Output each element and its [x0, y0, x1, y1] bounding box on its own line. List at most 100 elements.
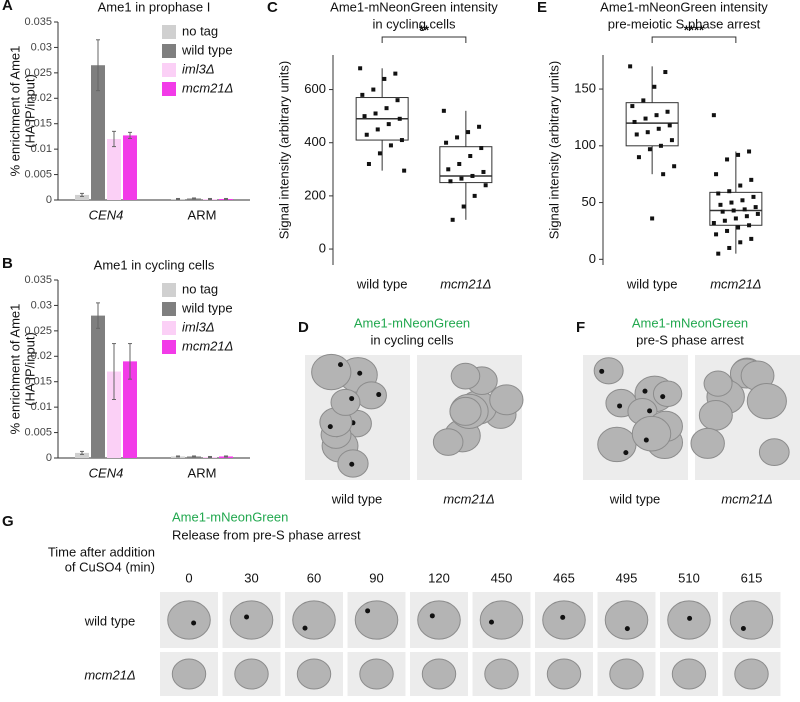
legend-label: mcm21Δ [182, 80, 233, 95]
kinetochore-focus [617, 403, 623, 409]
y-tick-label: 0.01 [31, 401, 52, 413]
panel-label: B [2, 255, 13, 272]
legend-swatch [162, 25, 176, 39]
point [718, 202, 723, 207]
legend-swatch [162, 44, 176, 58]
point [729, 200, 734, 205]
kinetochore-focus [647, 408, 653, 414]
cell [359, 658, 394, 690]
significance-bracket [381, 36, 467, 43]
y-tick-label: 0.015 [24, 118, 52, 130]
point [630, 104, 635, 109]
y-tick-label: 0.005 [24, 426, 52, 438]
panel-label: A [2, 0, 13, 14]
bar [91, 65, 105, 200]
legend-swatch [162, 321, 176, 335]
micrograph-title: Ame1-mNeonGreen [172, 509, 288, 524]
kinetochore-focus [488, 619, 494, 625]
kinetochore-focus [337, 362, 343, 368]
cell [609, 658, 644, 690]
point [665, 109, 670, 114]
significance-bracket [651, 36, 737, 43]
legend-swatch [162, 63, 176, 77]
point [459, 176, 464, 181]
y-axis-label: (HA IP/input) [22, 332, 37, 406]
legend-label: wild type [181, 300, 233, 315]
cell [546, 658, 582, 690]
kinetochore-focus [244, 614, 250, 620]
genotype-label: wild type [609, 491, 661, 506]
genotype-label: wild type [84, 613, 136, 628]
cell [417, 600, 461, 640]
y-tick-label: 0.02 [31, 350, 52, 362]
point [650, 216, 655, 221]
chart-title: Ame1-mNeonGreen intensity [330, 0, 498, 14]
micrograph-subtitle: pre-S phase arrest [636, 332, 744, 347]
point [375, 127, 380, 132]
point [727, 245, 732, 250]
y-axis-label: % enrichment of Ame1 [7, 46, 22, 177]
y-tick-label: 0.03 [31, 41, 52, 53]
cell [234, 658, 269, 690]
kinetochore-focus [376, 392, 382, 398]
point [753, 205, 758, 210]
genotype-label: mcm21Δ [721, 491, 772, 506]
cell [479, 600, 524, 640]
kinetochore-focus [349, 396, 355, 402]
point [470, 173, 475, 178]
point [731, 208, 736, 213]
point [656, 126, 661, 131]
kinetochore-focus [740, 625, 746, 631]
cell [597, 426, 637, 463]
point [468, 154, 473, 159]
kinetochore-focus [327, 424, 333, 430]
point [479, 146, 484, 151]
y-tick-label: 100 [574, 137, 596, 152]
point [366, 161, 371, 166]
point [740, 198, 745, 203]
legend-swatch [162, 340, 176, 354]
point [360, 92, 365, 97]
point [722, 218, 727, 223]
cell [690, 427, 725, 459]
time-label: 30 [244, 570, 258, 585]
point [477, 124, 482, 129]
genotype-label: wild type [331, 491, 383, 506]
point [661, 172, 666, 177]
point [382, 76, 387, 81]
micrograph-title: Ame1-mNeonGreen [354, 315, 470, 330]
chart-title: Ame1-mNeonGreen intensity [600, 0, 768, 14]
point [711, 221, 716, 225]
point [736, 225, 741, 230]
chart-title: Ame1 in cycling cells [94, 257, 215, 272]
panel-label: G [2, 513, 14, 530]
kinetochore-focus [660, 394, 666, 400]
kinetochore-focus [429, 613, 435, 619]
point [742, 207, 747, 212]
significance-label: ** [419, 22, 430, 37]
y-tick-label: 400 [304, 134, 326, 149]
legend-swatch [162, 82, 176, 96]
bar [107, 138, 121, 200]
point [669, 138, 674, 143]
panel-label: E [537, 0, 547, 16]
significance-label: **** [684, 22, 705, 37]
legend-label: iml3Δ [182, 61, 215, 76]
kinetochore-focus [302, 625, 308, 631]
time-label: 120 [428, 570, 450, 585]
point [647, 147, 652, 152]
point [373, 111, 378, 116]
point [641, 98, 646, 103]
cell [171, 658, 207, 690]
y-tick-label: 0 [46, 452, 52, 464]
x-tick-label: wild type [356, 276, 408, 291]
point [393, 71, 398, 76]
kinetochore-focus [687, 615, 693, 621]
time-label: 465 [553, 570, 575, 585]
point [364, 132, 369, 137]
y-tick-label: 0.03 [31, 299, 52, 311]
legend-label: mcm21Δ [182, 338, 233, 353]
point [377, 151, 382, 156]
legend-label: no tag [182, 281, 218, 296]
cell [604, 600, 649, 640]
